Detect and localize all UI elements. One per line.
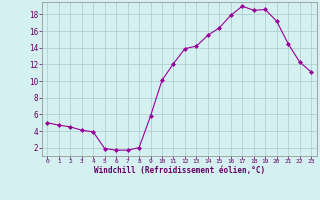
X-axis label: Windchill (Refroidissement éolien,°C): Windchill (Refroidissement éolien,°C) (94, 166, 265, 175)
